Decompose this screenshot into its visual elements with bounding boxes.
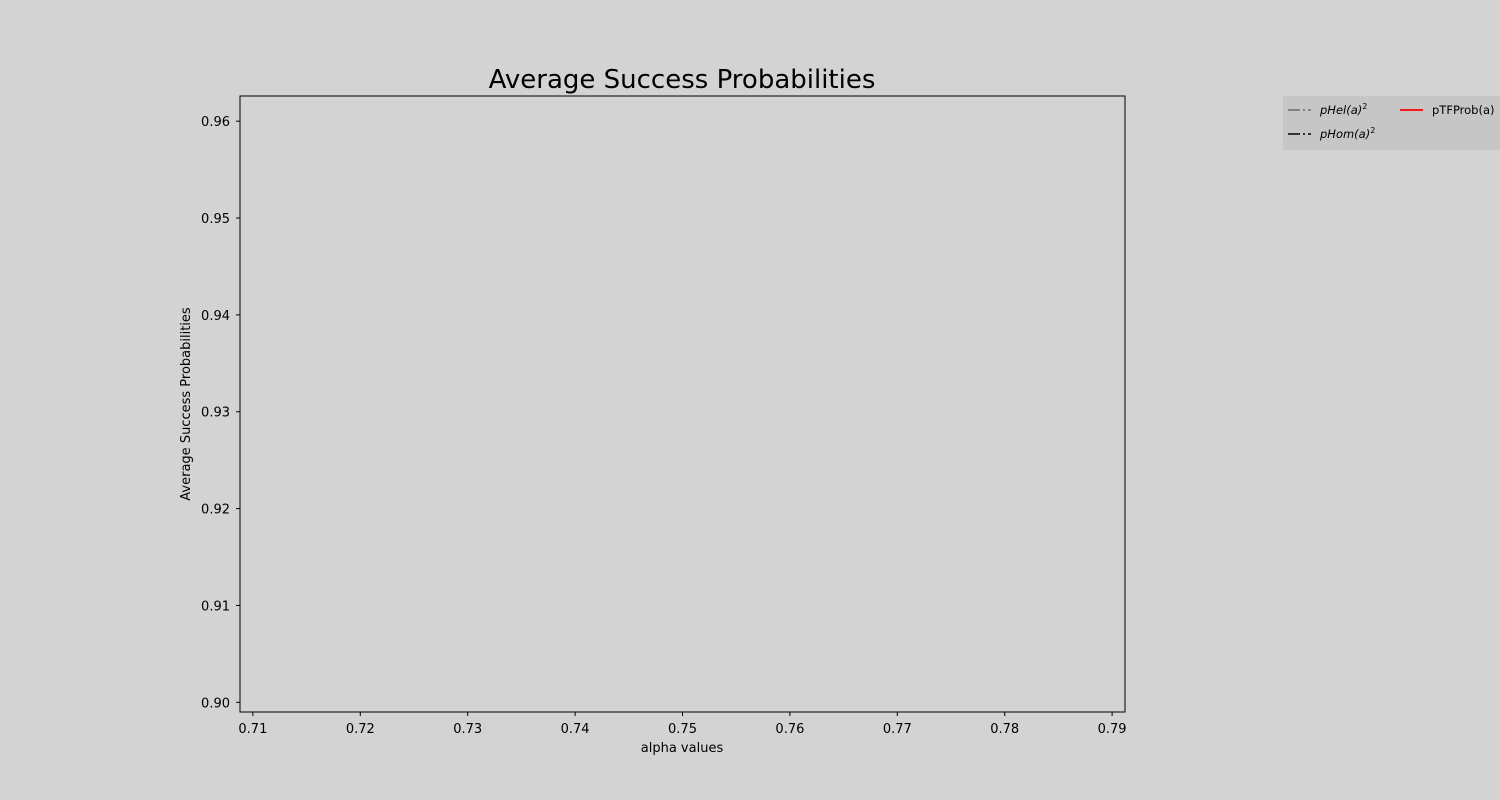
y-axis: 0.90 0.91 0.92 0.93 0.94 0.95 0.96 [201, 115, 240, 711]
y-tick-label: 0.95 [201, 212, 230, 227]
y-tick-label: 0.91 [201, 599, 230, 614]
x-tick-label: 0.78 [990, 722, 1019, 737]
x-tick-label: 0.76 [775, 722, 804, 737]
x-axis: 0.71 0.72 0.73 0.74 0.75 0.76 0.77 0.78 0.79 [238, 712, 1127, 737]
legend-label: pHel(a)2 [1319, 102, 1367, 117]
x-tick-label: 0.71 [238, 722, 267, 737]
plot-area [239, 95, 1126, 713]
x-tick-label: 0.79 [1098, 722, 1127, 737]
x-tick-label: 0.77 [883, 722, 912, 737]
x-tick-label: 0.75 [668, 722, 697, 737]
y-tick-label: 0.92 [201, 503, 230, 518]
x-tick-label: 0.73 [453, 722, 482, 737]
x-axis-label: alpha values [641, 741, 724, 756]
y-axis-label: Average Success Probabilities [179, 307, 194, 501]
y-tick-label: 0.93 [201, 406, 230, 421]
y-tick-label: 0.90 [201, 696, 230, 711]
x-tick-label: 0.74 [561, 722, 590, 737]
x-tick-label: 0.72 [346, 722, 375, 737]
y-tick-label: 0.96 [201, 115, 230, 130]
legend-box [1283, 96, 1500, 150]
chart-title: Average Success Probabilities [489, 65, 876, 95]
legend: pHel(a)2 pHom(a)2 pTFProb(a) [1283, 96, 1500, 150]
legend-label: pTFProb(a) [1432, 103, 1495, 117]
y-tick-label: 0.94 [201, 309, 230, 324]
legend-label: pHom(a)2 [1319, 126, 1375, 141]
